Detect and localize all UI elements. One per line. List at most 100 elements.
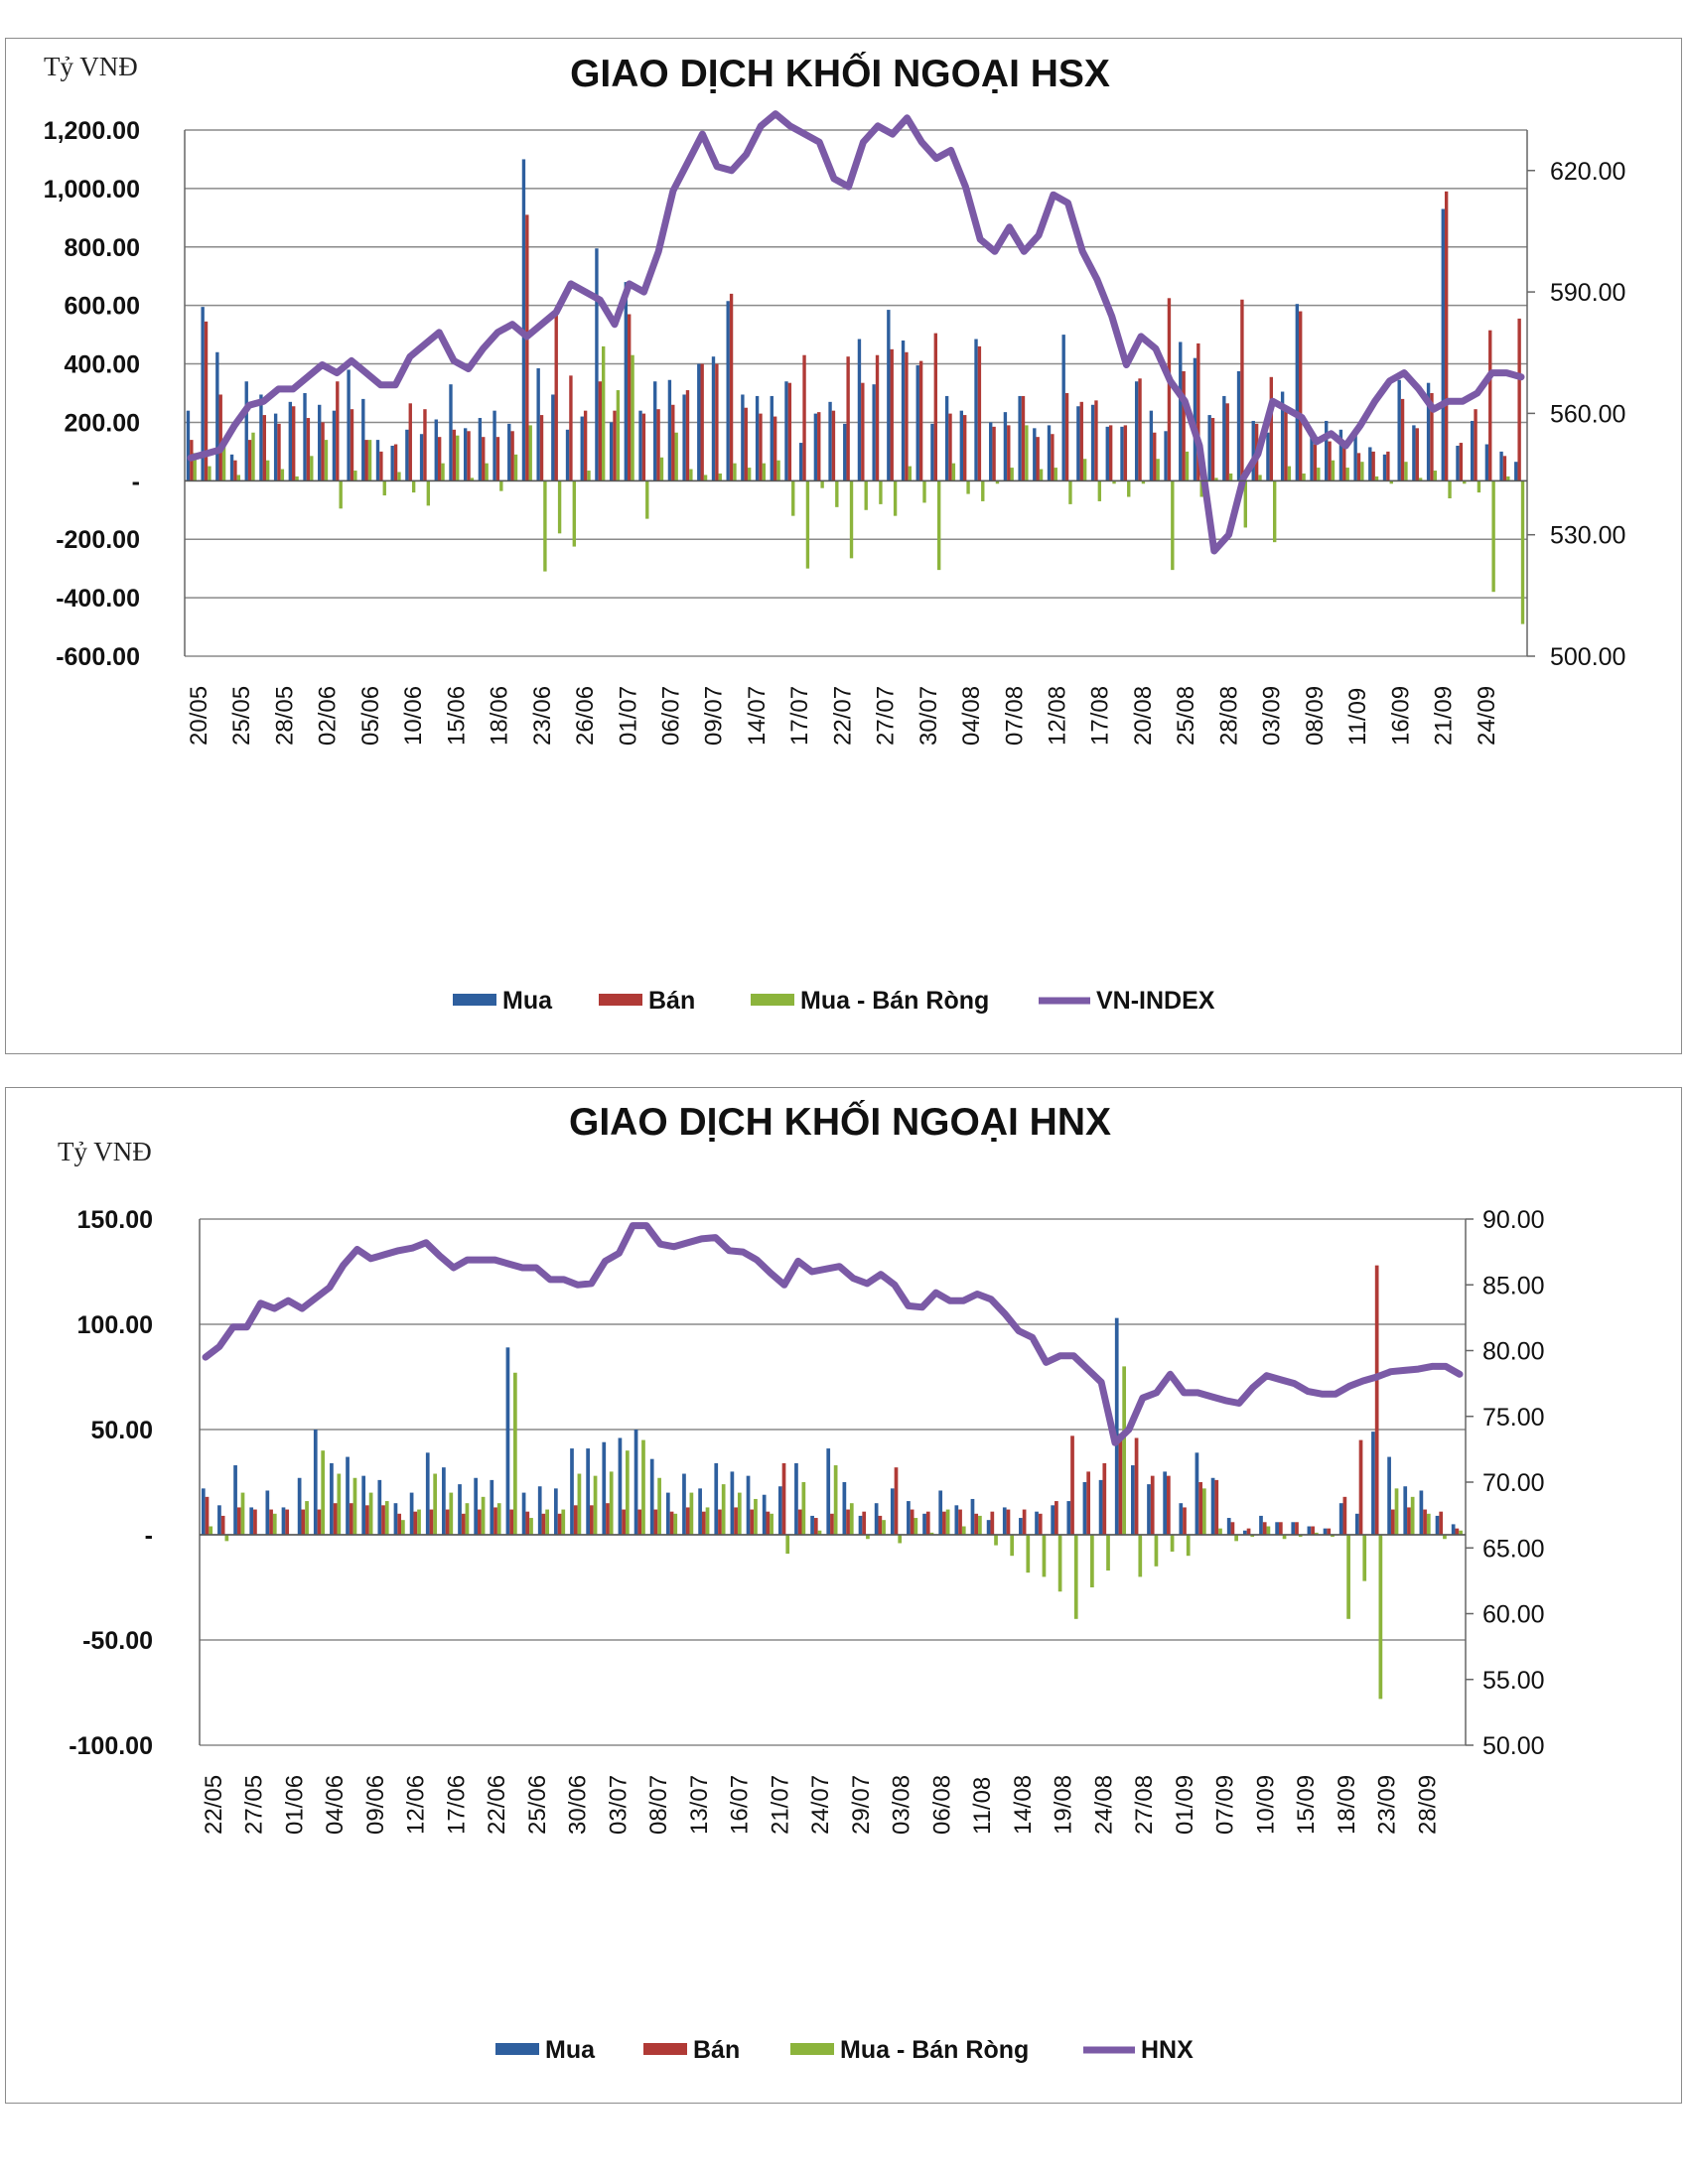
hnx-x-tick-label: 09/06: [362, 1775, 389, 1835]
hsx-bar-bán: [525, 214, 529, 481]
hsx-bar-mua: [419, 434, 424, 481]
hnx-bar-mua: [698, 1488, 702, 1535]
hsx-bar-mua-bánròng: [324, 440, 329, 481]
hsx-bar-mua: [507, 423, 511, 481]
hnx-bar-bán: [1230, 1522, 1235, 1535]
hnx-bar-mua: [954, 1505, 959, 1535]
hnx-bar-bán: [381, 1505, 385, 1535]
hnx-bar-bán: [1134, 1437, 1139, 1535]
hsx-bar-mua-bánròng: [849, 480, 854, 559]
hnx-bar-bán: [1358, 1439, 1363, 1535]
hsx-bar-bán: [1182, 370, 1186, 481]
hnx-y2-tick-label: 55.00: [1482, 1667, 1545, 1695]
hsx-bar-mua: [1368, 447, 1372, 481]
hnx-bar-mua: [874, 1503, 879, 1535]
hsx-bar-bán: [218, 394, 222, 481]
hnx-bar-bán: [349, 1503, 353, 1535]
hsx-bar-bán: [1240, 299, 1244, 481]
hnx-bar-mua-bánròng: [914, 1518, 918, 1535]
hsx-bar-mua: [1105, 426, 1109, 481]
hnx-bar-bán: [910, 1509, 914, 1535]
hsx-bar-mua-bánròng: [1477, 480, 1481, 493]
hnx-bar-mua: [217, 1505, 221, 1535]
hnx-bar-bán: [1246, 1528, 1251, 1535]
hnx-bar-mua: [442, 1467, 446, 1535]
hsx-chart: 1,200.00 1,000.00 800.00 600.00 400.00 200.00…: [44, 51, 1626, 1015]
hsx-y2-tick-label: 620.00: [1550, 158, 1625, 186]
hnx-bar-mua: [1338, 1503, 1343, 1535]
hsx-bar-mua: [697, 363, 701, 481]
hnx-bar-bán: [974, 1513, 979, 1535]
hsx-bar-mua: [1382, 454, 1387, 481]
hsx-bar-mua: [580, 416, 584, 481]
hsx-bar-mua: [347, 369, 351, 481]
hsx-bar-bán: [1400, 398, 1405, 481]
hsx-bar-mua: [551, 394, 555, 481]
hnx-bar-mua: [281, 1507, 286, 1535]
hnx-bar-bán: [397, 1513, 402, 1535]
hnx-bar-bán: [1086, 1471, 1091, 1535]
hsx-bar-mua-bánròng: [353, 471, 357, 481]
hnx-y2-tick-label: 80.00: [1482, 1338, 1545, 1366]
hsx-bar-mua: [375, 440, 380, 481]
hsx-bar-mua: [828, 401, 832, 481]
hsx-bar-mua-bánròng: [1228, 473, 1233, 481]
hsx-bar-mua-bánròng: [659, 457, 664, 481]
hnx-bar-mua-bánròng: [561, 1509, 566, 1535]
hsx-bar-bán: [437, 437, 442, 481]
hnx-bar-mua-bánròng: [1201, 1488, 1206, 1535]
hsx-bar-mua-bánròng: [339, 480, 343, 509]
hsx-bar-mua: [1310, 431, 1314, 481]
hsx-bar-mua: [463, 428, 468, 481]
hsx-bar-mua: [989, 422, 993, 481]
hnx-bar-bán: [878, 1515, 883, 1535]
hsx-bar-bán: [1430, 393, 1434, 481]
hsx-bar-mua-bánròng: [1345, 468, 1349, 481]
hnx-x-tick-label: 16/07: [727, 1775, 754, 1835]
hnx-bar-mua: [1435, 1515, 1440, 1535]
hnx-bar-bán: [1295, 1522, 1299, 1535]
hnx-bar-mua-bánròng: [272, 1513, 277, 1535]
hsx-bar-mua: [798, 443, 803, 481]
hnx-bar-mua: [201, 1488, 206, 1535]
hnx-bar-bán: [269, 1509, 273, 1535]
hnx-bar-mua: [297, 1477, 302, 1535]
hsx-bar-mua-bánròng: [1068, 480, 1072, 504]
hnx-x-tick-label: 24/07: [807, 1775, 834, 1835]
hsx-bar-bán: [773, 416, 777, 481]
hsx-bar-mua-bánròng: [1404, 462, 1408, 481]
hsx-x-tick-label: 20/05: [186, 686, 212, 746]
hnx-y-tick-label: 50.00: [90, 1417, 153, 1444]
hnx-bar-mua: [922, 1513, 926, 1535]
hsx-y2-tick-label: 560.00: [1550, 400, 1625, 428]
hnx-bar-bán: [589, 1505, 594, 1535]
hnx-bar-mua-bánròng: [849, 1503, 854, 1535]
hnx-bar-mua: [794, 1462, 798, 1535]
hsx-x-tick-label: 07/08: [1001, 686, 1028, 746]
hnx-x-tick-label: 07/09: [1212, 1775, 1239, 1835]
hnx-bar-mua: [586, 1448, 590, 1535]
hnx-bar-mua-bánròng: [945, 1509, 950, 1535]
hnx-bar-bán: [685, 1507, 690, 1535]
hnx-bar-bán: [333, 1503, 338, 1535]
hnx-bar-mua-bánròng: [1459, 1530, 1463, 1535]
hnx-bar-mua-bánròng: [737, 1492, 742, 1535]
hsx-bar-bán: [1167, 298, 1172, 481]
hsx-bar-mua: [1164, 431, 1168, 481]
hsx-bar-mua: [434, 419, 438, 481]
hsx-bar-mua: [390, 446, 394, 481]
hnx-bar-mua: [313, 1430, 318, 1535]
hnx-bar-mua: [633, 1430, 638, 1535]
hnx-bar-bán: [1167, 1475, 1171, 1535]
hsx-bar-bán: [1196, 342, 1200, 481]
hsx-bar-mua-bánròng: [397, 472, 401, 481]
hsx-bar-bán: [467, 431, 471, 481]
hnx-bar-bán: [509, 1509, 513, 1535]
hnx-bar-mua-bánròng: [401, 1520, 405, 1535]
hnx-x-tick-label: 24/08: [1090, 1775, 1117, 1835]
hsx-x-tick-label: 11/09: [1344, 688, 1371, 746]
hsx-bar-mua-bánròng: [1097, 480, 1102, 501]
hsx-y-tick-label: 400.00: [65, 351, 140, 379]
hsx-bar-mua: [1251, 420, 1255, 481]
hnx-bar-bán: [862, 1511, 867, 1535]
